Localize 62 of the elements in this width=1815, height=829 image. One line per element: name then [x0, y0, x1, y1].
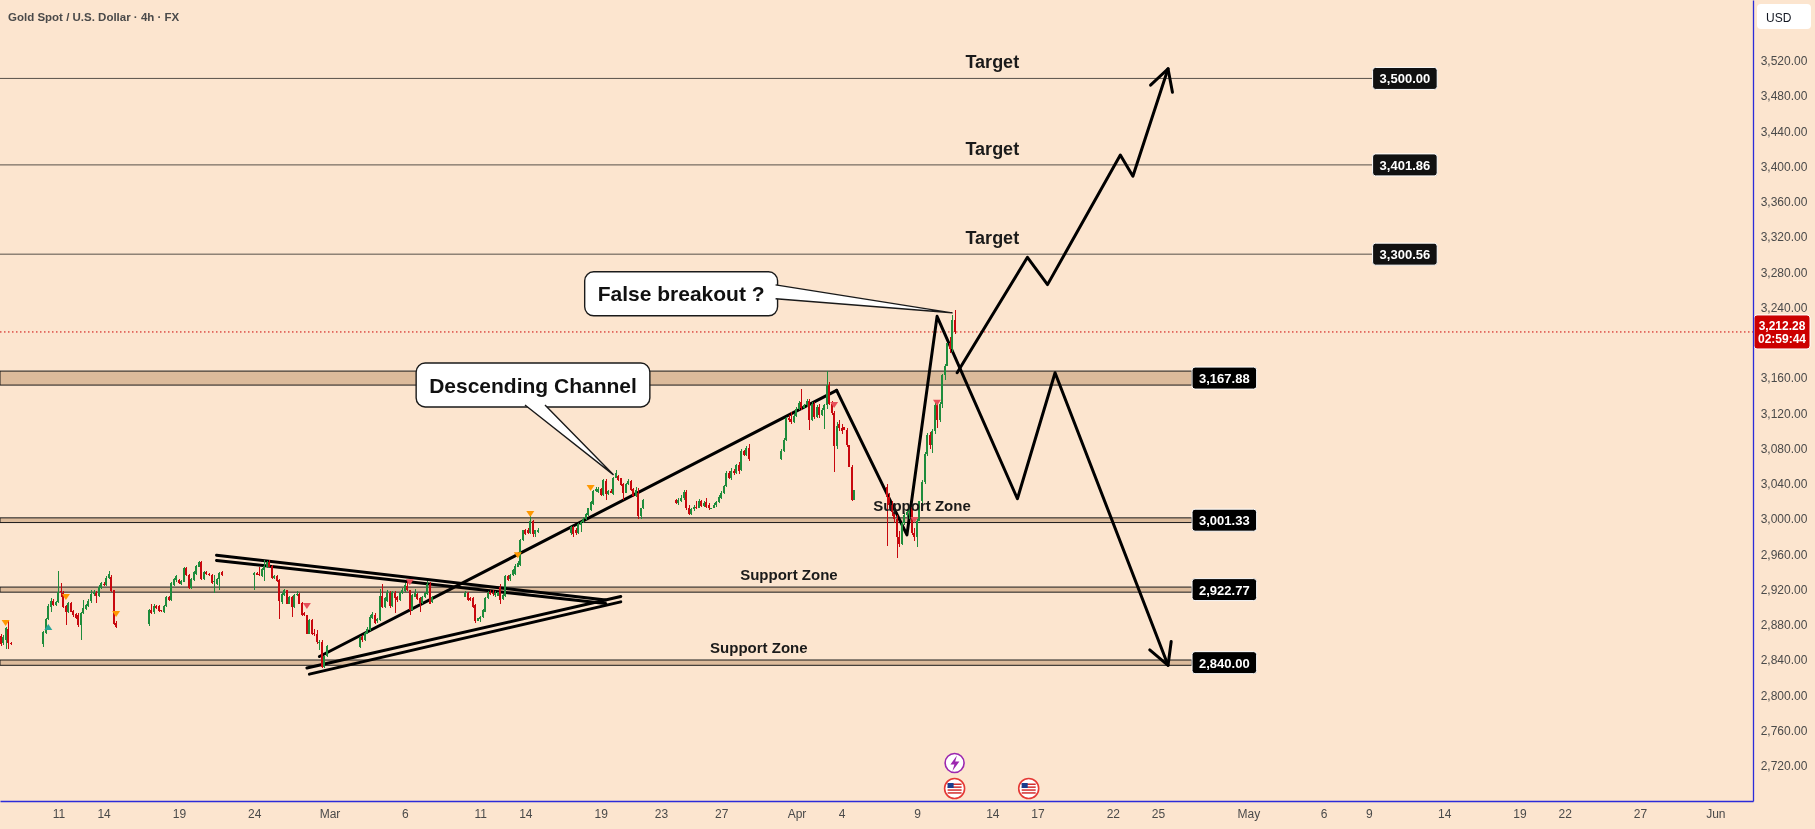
- y-tick-label: 2,960.00: [1760, 547, 1808, 562]
- y-tick-label: 3,360.00: [1760, 195, 1808, 210]
- x-tick-label: 19: [172, 806, 187, 821]
- x-tick-label: 19: [1513, 806, 1528, 821]
- annotation: Support Zone: [710, 639, 808, 657]
- y-axis-title: USD: [1766, 10, 1792, 25]
- y-tick-label: 2,880.00: [1760, 618, 1808, 633]
- y-tick-label: 3,280.00: [1760, 265, 1808, 280]
- annotation: Descending Channel: [429, 373, 637, 397]
- ref-line-label: 3,500.00: [1379, 71, 1431, 87]
- band-label: 2,840.00: [1199, 655, 1250, 671]
- x-tick-label: Apr: [787, 806, 807, 821]
- annotation: Target: [965, 228, 1020, 249]
- x-tick-label: 14: [1438, 806, 1452, 821]
- x-tick-label: 27: [714, 806, 729, 821]
- x-tick-label: 22: [1106, 806, 1121, 821]
- x-tick-label: 14: [519, 806, 533, 821]
- band-label: 2,922.77: [1199, 582, 1250, 598]
- x-tick-label: 9: [914, 806, 922, 821]
- y-tick-label: 3,520.00: [1760, 54, 1808, 69]
- x-tick-label: 4: [838, 806, 846, 821]
- y-tick-label: 2,800.00: [1760, 688, 1808, 703]
- x-tick-label: 11: [474, 806, 488, 821]
- y-tick-label: 3,080.00: [1760, 441, 1808, 456]
- y-tick-label: 3,240.00: [1760, 300, 1808, 315]
- x-tick-label: 6: [401, 806, 409, 821]
- x-tick-label: 25: [1151, 806, 1166, 821]
- ref-line-label: 3,401.86: [1379, 157, 1431, 173]
- y-tick-label: 3,000.00: [1760, 512, 1808, 527]
- annotation: Support Zone: [740, 566, 838, 584]
- y-tick-label: 3,160.00: [1760, 371, 1808, 386]
- x-tick-label: 27: [1633, 806, 1648, 821]
- ref-line-label: 3,300.56: [1379, 247, 1431, 263]
- x-tick-label: 14: [986, 806, 1000, 821]
- annotation: Target: [965, 52, 1020, 73]
- x-tick-label: 22: [1558, 806, 1573, 821]
- y-tick-label: 3,480.00: [1760, 89, 1808, 104]
- annotation: Target: [965, 138, 1020, 159]
- x-tick-label: 6: [1320, 806, 1328, 821]
- y-tick-label: 2,720.00: [1760, 759, 1808, 774]
- y-tick-label: 2,920.00: [1760, 582, 1808, 597]
- x-tick-label: 17: [1031, 806, 1045, 821]
- y-tick-label: 3,320.00: [1760, 230, 1808, 245]
- x-tick-label: 9: [1366, 806, 1374, 821]
- band-label: 3,167.88: [1199, 371, 1250, 387]
- text: Gold Spot / U.S. Dollar · 4h · FX: [8, 11, 180, 23]
- x-tick-label: 23: [654, 806, 669, 821]
- band-label: 3,001.33: [1199, 513, 1250, 529]
- x-tick-label: Mar: [319, 806, 341, 821]
- annotation: False breakout ?: [597, 282, 765, 306]
- x-tick-label: 19: [594, 806, 609, 821]
- x-tick-label: 11: [52, 806, 66, 821]
- x-tick-label: 24: [248, 806, 262, 821]
- x-tick-label: Jun: [1706, 806, 1726, 821]
- y-tick-label: 3,040.00: [1760, 477, 1808, 492]
- y-tick-label: 3,440.00: [1760, 124, 1808, 139]
- y-tick-label: 2,760.00: [1760, 723, 1808, 738]
- y-tick-label: 2,840.00: [1760, 653, 1808, 668]
- y-tick-label: 3,120.00: [1760, 406, 1808, 421]
- x-tick-label: May: [1237, 806, 1261, 821]
- x-tick-label: 14: [97, 806, 112, 821]
- y-tick-label: 3,400.00: [1760, 159, 1808, 174]
